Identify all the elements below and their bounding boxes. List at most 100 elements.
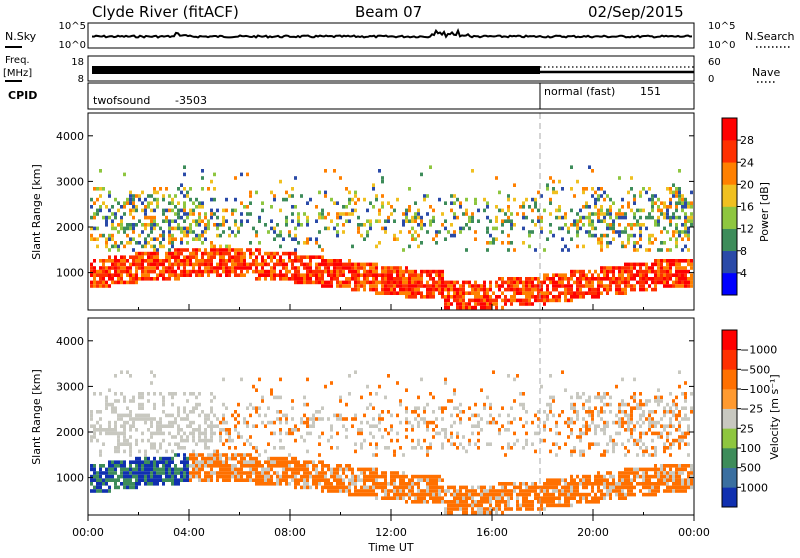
power-cell (468, 280, 471, 285)
power-cell (486, 287, 489, 292)
velocity-cell (198, 474, 201, 479)
velocity-cell (636, 471, 639, 475)
power-cell (552, 277, 555, 281)
velocity-cell (549, 428, 552, 432)
velocity-cell (669, 485, 672, 490)
power-cell (246, 266, 249, 270)
power-cell (348, 269, 351, 274)
velocity-cell (507, 507, 510, 511)
velocity-cell (270, 392, 273, 396)
velocity-cell (639, 424, 642, 428)
velocity-cell (102, 478, 105, 482)
power-cell (183, 208, 186, 213)
velocity-cell (642, 474, 645, 479)
power-cell (261, 259, 264, 263)
power-cell (201, 262, 204, 267)
velocity-cell (504, 489, 507, 493)
velocity-cell (588, 428, 591, 432)
power-cell (156, 248, 159, 252)
power-cell (357, 223, 360, 227)
velocity-colorbar-tick-label-2: 100 (740, 442, 761, 455)
power-cell (354, 190, 357, 195)
power-cell (588, 165, 591, 169)
power-cell (138, 241, 141, 245)
velocity-cell (117, 442, 120, 446)
power-cell (627, 237, 630, 241)
velocity-cell (471, 424, 474, 428)
power-cell (474, 287, 477, 292)
power-cell (387, 269, 390, 274)
power-cell (288, 233, 291, 238)
velocity-cell (471, 496, 474, 500)
velocity-cell (552, 485, 555, 490)
velocity-cell (627, 420, 630, 425)
power-cell (588, 280, 591, 285)
power-cell (378, 208, 381, 213)
velocity-cell (657, 474, 660, 479)
velocity-cell (600, 474, 603, 479)
velocity-cell (669, 467, 672, 472)
velocity-cell (168, 442, 171, 446)
velocity-cell (207, 460, 210, 464)
velocity-cell (195, 460, 198, 464)
velocity-cell (228, 478, 231, 482)
power-cell (300, 273, 303, 277)
power-cell (345, 187, 348, 191)
velocity-cell (570, 478, 573, 482)
power-cell (375, 244, 378, 249)
velocity-cell (417, 500, 420, 504)
velocity-cell (339, 413, 342, 418)
velocity-cell (537, 410, 540, 414)
power-cell (105, 215, 108, 220)
power-cell (114, 244, 117, 249)
velocity-cell (306, 402, 309, 407)
velocity-cell (153, 374, 156, 378)
power-cell (141, 255, 144, 259)
power-cell (210, 262, 213, 267)
velocity-cell (210, 420, 213, 425)
power-cell (501, 305, 504, 310)
velocity-cell (513, 377, 516, 382)
velocity-cell (618, 485, 621, 490)
power-cell (162, 194, 165, 198)
velocity-cell (567, 492, 570, 497)
power-cell (591, 233, 594, 238)
power-cell (675, 241, 678, 245)
power-cell (183, 172, 186, 177)
velocity-cell (240, 453, 243, 457)
power-cell (432, 219, 435, 223)
power-cell (120, 273, 123, 277)
velocity-cell (237, 453, 240, 457)
power-cell (429, 269, 432, 274)
power-cell (231, 259, 234, 263)
velocity-cell (132, 417, 135, 421)
power-cell (390, 287, 393, 292)
velocity-cell (165, 413, 168, 418)
velocity-cell (405, 388, 408, 392)
power-cell (90, 215, 93, 220)
power-cell (681, 284, 684, 288)
velocity-cell (102, 464, 105, 468)
power-cell (690, 259, 693, 263)
velocity-cell (624, 492, 627, 497)
velocity-cell (669, 464, 672, 468)
velocity-cell (450, 503, 453, 508)
power-cell (411, 273, 414, 277)
power-cell (186, 259, 189, 263)
velocity-cell (180, 417, 183, 421)
power-cell (621, 197, 624, 202)
power-cell (360, 273, 363, 277)
velocity-cell (213, 431, 216, 436)
power-cell (189, 187, 192, 191)
velocity-cell (162, 467, 165, 472)
velocity-cell (159, 456, 162, 461)
velocity-cell (153, 478, 156, 482)
power-cell (411, 215, 414, 220)
velocity-cell (339, 464, 342, 468)
velocity-cell (483, 489, 486, 493)
velocity-cell (609, 471, 612, 475)
velocity-cell (147, 399, 150, 403)
power-cell (546, 291, 549, 295)
power-cell (132, 205, 135, 209)
velocity-cell (243, 417, 246, 421)
